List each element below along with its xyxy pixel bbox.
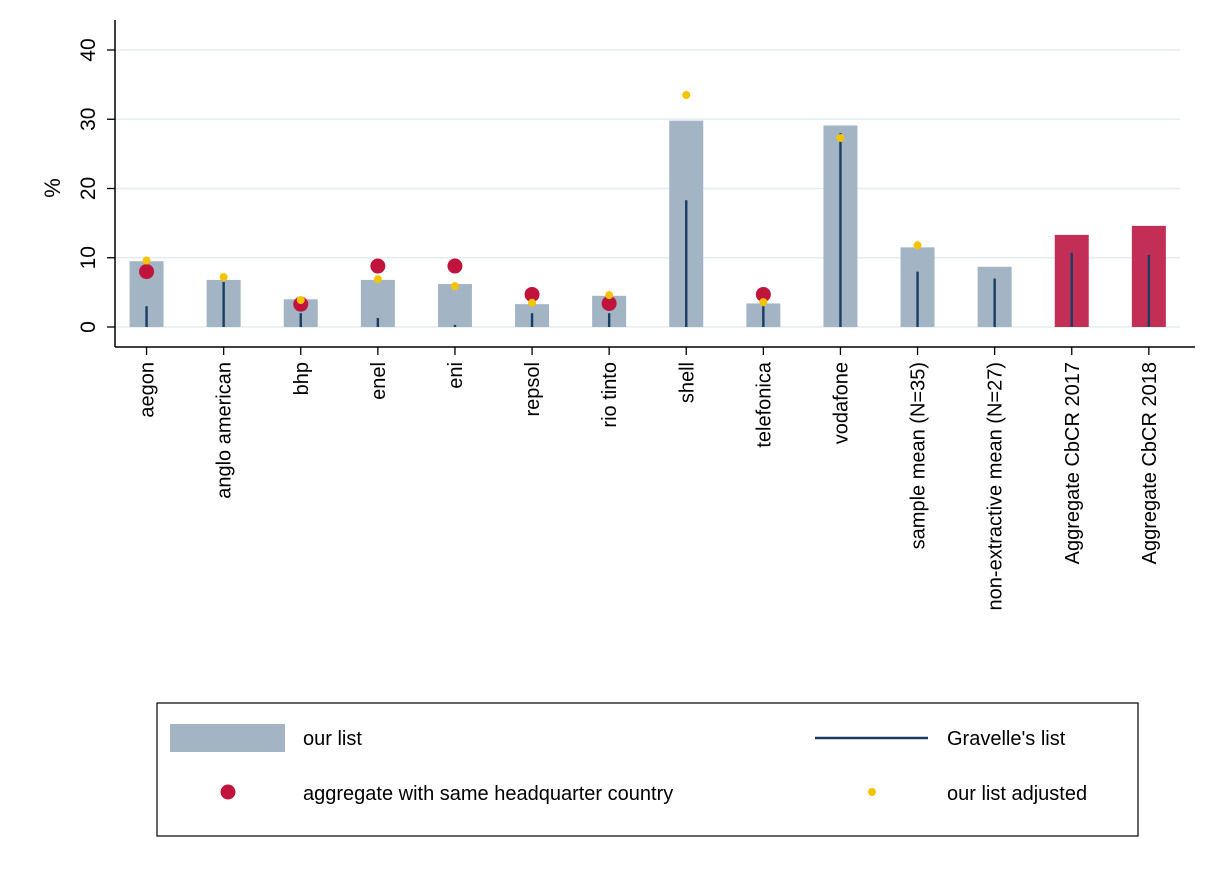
x-tick-label: repsol [522,362,544,416]
x-tick-label: Aggregate CbCR 2018 [1139,362,1161,564]
x-tick-label: shell [676,362,698,403]
y-axis-title: % [40,178,65,198]
legend-small-dot-swatch [868,788,876,796]
dot-series [139,91,922,312]
dot-aggregate-hq [524,286,540,302]
legend-label-our-list-adjusted: our list adjusted [947,783,1087,805]
dot-our-list-adjusted [373,275,382,284]
legend: our list Gravelle's list aggregate with … [156,702,1139,837]
dot-our-list-adjusted [450,282,459,291]
dot-our-list-adjusted [913,241,922,250]
dot-aggregate-hq [139,264,155,280]
x-tick-label: bhp [291,362,313,395]
spike-series [145,133,1151,327]
legend-item-our-list: our list [170,724,362,752]
legend-label-our-list: our list [303,728,362,750]
x-tick-label: enel [368,362,390,400]
x-ticks: aegon anglo american bhp enel eni repsol rio t… [137,347,1161,610]
dot-aggregate-hq [601,295,617,311]
legend-bar-swatch [170,724,285,752]
legend-label-gravelles-list: Gravelle's list [947,728,1066,750]
dot-aggregate-hq [370,258,386,274]
legend-item-gravelles-list: Gravelle's list [815,728,1066,750]
legend-item-aggregate-hq: aggregate with same headquarter country [220,783,673,805]
x-tick-label: eni [445,362,467,389]
bar-our-list [437,284,472,327]
dot-our-list-adjusted [682,91,691,100]
y-tick-label: 0 [77,321,100,333]
dot-our-list-adjusted [528,298,537,307]
dot-our-list-adjusted [836,133,845,142]
legend-large-dot-swatch [220,784,236,800]
dot-our-list-adjusted [759,298,768,307]
legend-box [156,702,1139,837]
x-tick-label: aegon [137,362,159,418]
x-tick-label: rio tinto [599,362,621,428]
x-tick-label: sample mean (N=35) [908,362,930,549]
legend-label-aggregate-hq: aggregate with same headquarter country [303,783,673,805]
y-tick-label: 30 [77,108,100,131]
dot-our-list-adjusted [142,256,151,265]
x-tick-label: telefonica [753,361,775,447]
axes [114,20,1195,348]
y-tick-label: 20 [77,177,100,200]
x-tick-label: vodafone [830,362,852,444]
y-tick-label: 40 [77,38,100,61]
x-tick-label: anglo american [214,362,236,499]
legend-item-our-list-adjusted: our list adjusted [868,783,1087,805]
x-tick-label: Aggregate CbCR 2017 [1062,362,1084,564]
dot-our-list-adjusted [605,291,614,300]
y-tick-label: 10 [77,246,100,269]
dot-our-list-adjusted [219,273,228,282]
y-ticks: 0 10 20 30 40 [77,38,115,333]
x-tick-label: non-extractive mean (N=27) [985,362,1007,610]
dot-aggregate-hq [447,258,463,274]
dot-our-list-adjusted [296,295,305,304]
dot-aggregate-hq [755,286,771,302]
